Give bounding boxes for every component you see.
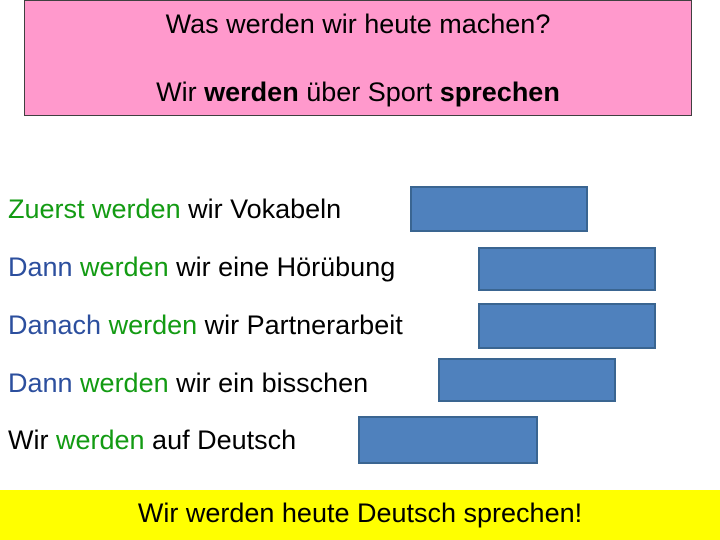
sentence-2-rest: wir eine Hörübung [168,252,396,282]
sentence-5-verb: werden [48,425,145,455]
sentence-4-verb: werden [72,368,169,398]
title-box: Was werden wir heute machen? Wir werden … [24,0,692,116]
sentence-2: Dann werden wir eine Hörübung [8,251,395,283]
sentence-3: Danach werden wir Partnerarbeit [8,309,403,341]
footer-text: Wir werden heute Deutsch sprechen! [137,498,583,528]
sentence-4-start: Dann [8,368,73,398]
answer-blank-5[interactable] [358,416,538,464]
sentence-1-verb: werden [84,194,181,224]
footer-banner: Wir werden heute Deutsch sprechen! [0,490,720,540]
title-answer: Wir werden über Sport sprechen [25,77,691,108]
sentence-3-start: Danach [8,310,102,340]
sentence-1-start: Zuerst [8,194,85,224]
title-answer-werden: werden [204,77,299,107]
sentence-4-rest: wir ein bisschen [168,368,369,398]
answer-blank-4[interactable] [438,358,616,402]
sentence-4: Dann werden wir ein bisschen [8,367,368,399]
answer-blank-2[interactable] [478,247,656,291]
sentence-1: Zuerst werden wir Vokabeln [8,193,341,225]
title-answer-mid: über Sport [298,77,440,107]
answer-blank-1[interactable] [410,186,588,232]
title-question: Was werden wir heute machen? [165,9,551,39]
sentence-3-rest: wir Partnerarbeit [197,310,403,340]
sentence-5: Wir werden auf Deutsch [8,424,296,456]
sentence-5-start: Wir [8,425,49,455]
title-answer-wir: Wir [156,77,205,107]
sentence-1-rest: wir Vokabeln [180,194,342,224]
sentence-2-start: Dann [8,252,73,282]
answer-blank-3[interactable] [478,303,656,349]
sentence-3-verb: werden [101,310,198,340]
sentence-5-rest: auf Deutsch [144,425,297,455]
title-answer-sprechen: sprechen [439,77,560,107]
sentence-2-verb: werden [72,252,169,282]
